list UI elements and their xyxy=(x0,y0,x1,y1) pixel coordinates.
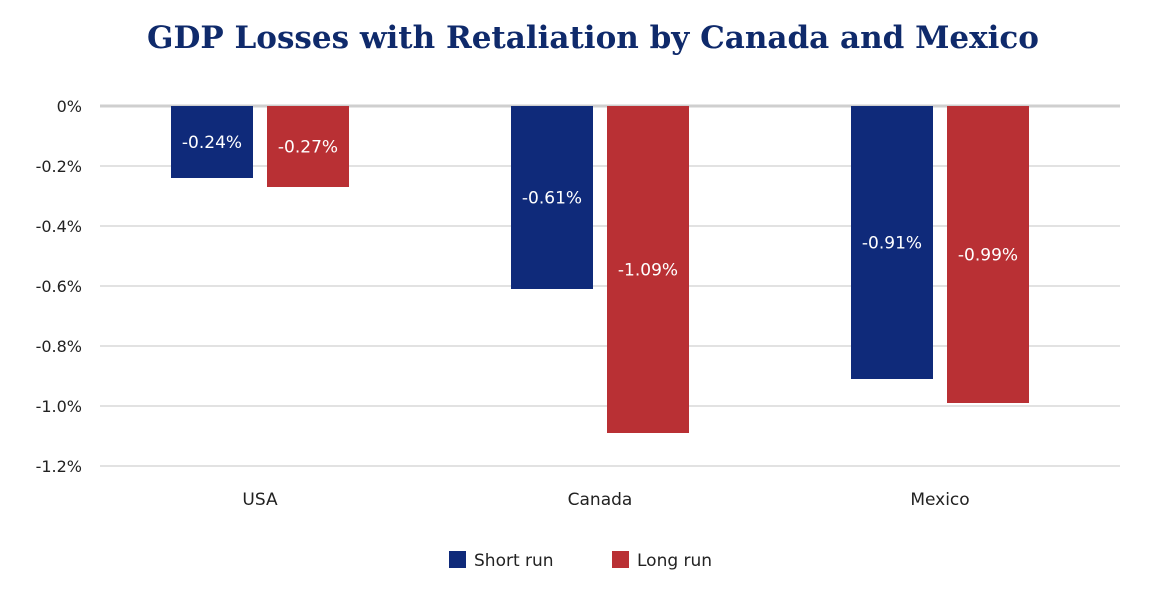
data-label: -1.09% xyxy=(618,261,678,281)
bar-short-run-canada xyxy=(511,106,593,289)
x-category-label: Mexico xyxy=(910,490,969,510)
y-tick-label: 0% xyxy=(57,97,82,116)
data-label: -0.91% xyxy=(862,234,922,254)
x-category-label: USA xyxy=(242,490,278,510)
data-label: -0.99% xyxy=(958,246,1018,266)
y-tick-label: -0.2% xyxy=(36,157,82,176)
legend-swatch xyxy=(612,551,629,568)
bar-long-run-usa xyxy=(267,106,349,187)
bar-long-run-canada xyxy=(607,106,689,433)
data-label: -0.24% xyxy=(182,133,242,153)
y-tick-label: -1.0% xyxy=(36,397,82,416)
bars: -0.24% -0.27% -0.61% -1.09% -0.91% -0.99% xyxy=(171,106,1029,433)
legend-swatch xyxy=(449,551,466,568)
legend-label: Short run xyxy=(474,551,554,571)
y-axis-ticks: 0% -0.2% -0.4% -0.6% -0.8% -1.0% -1.2% xyxy=(36,97,82,476)
y-tick-label: -1.2% xyxy=(36,457,82,476)
bar-long-run-mexico xyxy=(947,106,1029,403)
legend-label: Long run xyxy=(637,551,712,571)
data-label: -0.61% xyxy=(522,189,582,209)
y-tick-label: -0.6% xyxy=(36,277,82,296)
x-axis-categories: USA Canada Mexico xyxy=(242,490,969,510)
bar-short-run-usa xyxy=(171,106,253,178)
chart-title: GDP Losses with Retaliation by Canada an… xyxy=(147,20,1039,56)
y-tick-label: -0.8% xyxy=(36,337,82,356)
legend: Short run Long run xyxy=(449,551,712,571)
x-category-label: Canada xyxy=(568,490,633,510)
bar-short-run-mexico xyxy=(851,106,933,379)
data-label: -0.27% xyxy=(278,138,338,158)
y-tick-label: -0.4% xyxy=(36,217,82,236)
